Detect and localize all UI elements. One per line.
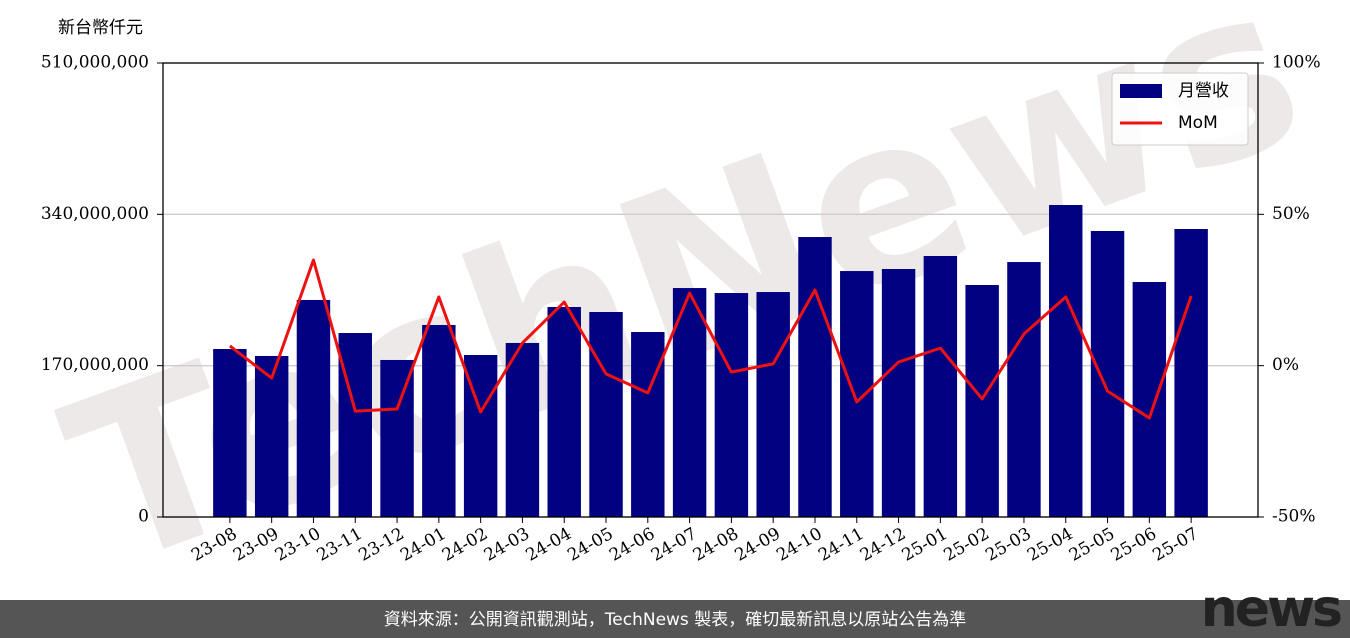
bar bbox=[1007, 262, 1041, 517]
bar bbox=[840, 271, 874, 517]
footer-bar bbox=[0, 600, 1350, 638]
legend-label: MoM bbox=[1178, 113, 1218, 133]
x-tick-label: 25-01 bbox=[899, 524, 951, 566]
bar bbox=[254, 355, 289, 517]
bar bbox=[505, 342, 540, 517]
bar bbox=[380, 359, 414, 517]
bar bbox=[1174, 229, 1208, 517]
bar bbox=[213, 349, 247, 517]
bar bbox=[714, 293, 749, 517]
legend-swatch bbox=[1120, 84, 1162, 98]
y-tick-label: 510,000,000 bbox=[41, 53, 149, 73]
x-tick-label: 24-08 bbox=[690, 524, 742, 566]
y2-tick-label: 0% bbox=[1272, 355, 1299, 375]
bar bbox=[923, 255, 958, 517]
bar bbox=[631, 332, 665, 517]
bar bbox=[422, 324, 456, 517]
bar bbox=[965, 285, 999, 517]
x-tick-label: 24-10 bbox=[773, 524, 825, 566]
plot-frame bbox=[162, 62, 1259, 518]
y-tick-label: 170,000,000 bbox=[41, 355, 149, 375]
x-tick-label: 25-03 bbox=[982, 524, 1034, 566]
x-tick-label: 24-05 bbox=[564, 524, 616, 566]
y2-tick-label: -50% bbox=[1272, 507, 1316, 527]
line bbox=[228, 258, 1193, 420]
y2-tick-label: 100% bbox=[1272, 53, 1321, 73]
x-tick-label: 25-07 bbox=[1149, 524, 1201, 566]
bar bbox=[1090, 230, 1125, 518]
x-tick-label: 24-06 bbox=[606, 524, 658, 566]
y2-tick-label: 50% bbox=[1272, 204, 1310, 224]
x-tick-label: 25-04 bbox=[1024, 524, 1076, 566]
bar bbox=[1049, 204, 1083, 517]
x-tick-label: 24-03 bbox=[481, 524, 533, 566]
y-tick-label: 340,000,000 bbox=[41, 204, 149, 224]
x-tick-label: 24-09 bbox=[731, 524, 783, 566]
y-axis-label: 新台幣仟元 bbox=[58, 18, 143, 38]
bar bbox=[338, 332, 372, 517]
x-tick-label: 25-06 bbox=[1108, 524, 1160, 566]
bar bbox=[589, 311, 623, 517]
bar bbox=[756, 292, 790, 517]
logo: news bbox=[1201, 579, 1341, 638]
x-tick-label: 24-04 bbox=[523, 524, 575, 566]
x-tick-label: 24-11 bbox=[815, 524, 867, 566]
legend-label: 月營收 bbox=[1178, 81, 1229, 101]
x-tick-label: 24-12 bbox=[857, 524, 909, 566]
bar bbox=[881, 268, 916, 517]
x-tick-label: 24-02 bbox=[439, 524, 491, 566]
x-tick-label: 24-01 bbox=[397, 524, 449, 566]
x-tick-label: 25-02 bbox=[940, 524, 992, 566]
bar bbox=[1132, 281, 1167, 517]
x-tick-label: 25-05 bbox=[1066, 524, 1118, 566]
bar bbox=[672, 288, 707, 517]
x-tick-label: 24-07 bbox=[648, 524, 700, 566]
bar bbox=[547, 307, 581, 517]
footer-text: 資料來源：公開資訊觀測站，TechNews 製表，確切最新訊息以原站公告為準 bbox=[384, 610, 966, 630]
bar bbox=[296, 299, 331, 517]
y-tick-label: 0 bbox=[138, 507, 149, 527]
bar bbox=[798, 237, 832, 518]
